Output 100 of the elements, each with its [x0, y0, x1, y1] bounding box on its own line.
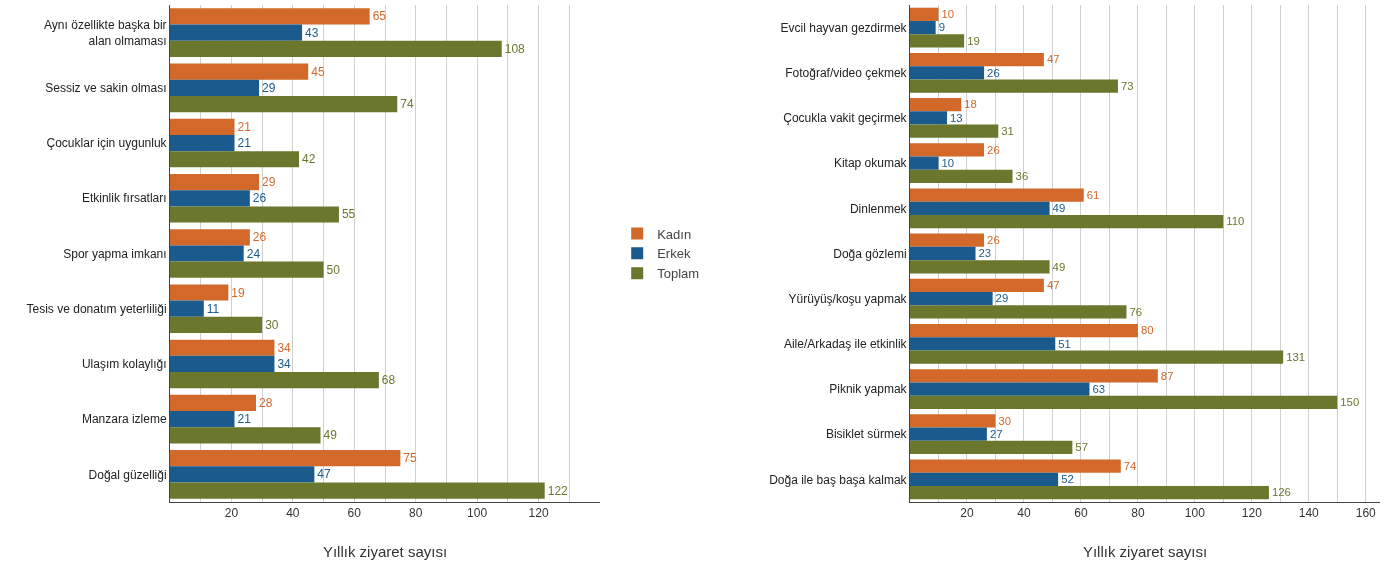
data-label: 55	[341, 207, 356, 222]
data-label: 49	[323, 428, 338, 443]
bar	[910, 201, 1050, 215]
y-tick-label: Manzara izleme	[81, 412, 167, 427]
bar	[910, 395, 1338, 409]
y-tick-label: Doğa gözlemi	[833, 246, 907, 261]
y-tick-label: Bisiklet sürmek	[825, 427, 908, 442]
data-label: 52	[1061, 473, 1074, 486]
bar	[910, 66, 985, 80]
bar	[170, 173, 260, 191]
y-tick-label: Fotoğraf/video çekmek	[785, 65, 908, 80]
bar	[910, 427, 987, 441]
bar	[910, 214, 1224, 229]
bar	[170, 8, 370, 25]
bar	[170, 134, 235, 152]
bar	[910, 486, 1269, 500]
data-label: 131	[1286, 350, 1306, 363]
data-label: 45	[311, 64, 325, 79]
bar	[910, 278, 1044, 293]
data-label: 49	[1052, 260, 1066, 273]
bar	[170, 261, 324, 278]
data-label: 29	[262, 175, 276, 190]
bar	[910, 414, 996, 428]
data-label: 9	[938, 21, 945, 34]
data-label: 34	[277, 340, 292, 355]
y-tick-label: Piknik yapmak	[829, 382, 908, 397]
bar	[170, 118, 235, 135]
data-label: 49	[1052, 202, 1066, 215]
x-tick-label: 60	[347, 506, 362, 521]
data-label: 122	[547, 483, 569, 498]
data-label: 75	[403, 451, 418, 466]
bar	[170, 63, 309, 80]
data-label: 73	[1120, 79, 1134, 92]
bar	[910, 382, 1090, 396]
data-label: 74	[1123, 459, 1137, 472]
bar	[170, 190, 250, 207]
bar	[910, 156, 939, 170]
bar	[170, 79, 260, 96]
data-label: 21	[237, 119, 252, 134]
bar	[910, 337, 1056, 351]
bar	[170, 206, 339, 223]
bar	[170, 372, 379, 389]
bar	[910, 79, 1118, 93]
data-label: 47	[1046, 53, 1060, 66]
data-label: 19	[967, 34, 980, 47]
data-label: 19	[231, 285, 246, 300]
bar	[170, 355, 275, 373]
data-label: 30	[998, 414, 1012, 427]
y-tick-label: Evcil hayvan gezdirmek	[780, 20, 908, 35]
bar	[910, 459, 1121, 473]
y-tick-label: Etkinlik fırsatları	[81, 191, 167, 206]
bar	[910, 305, 1127, 319]
data-label: 29	[262, 80, 276, 95]
x-tick-label: 40	[1017, 506, 1031, 521]
data-label: 21	[237, 136, 252, 151]
bar	[170, 284, 229, 301]
data-label: 23	[978, 247, 992, 260]
bar	[910, 188, 1084, 202]
data-label: 26	[252, 191, 267, 206]
data-label: 26	[987, 66, 1000, 79]
data-label: 18	[964, 98, 977, 111]
bar	[170, 229, 250, 246]
bar	[170, 482, 545, 499]
bar	[910, 233, 985, 247]
bar	[170, 40, 502, 57]
data-label: 80	[1140, 324, 1154, 337]
data-label: 61	[1086, 188, 1100, 201]
legend-label: Toplam	[657, 266, 700, 282]
y-tick-label: Dinlenmek	[849, 201, 908, 216]
x-tick-label: 120	[1241, 506, 1263, 521]
bar	[170, 300, 204, 317]
bar	[170, 450, 401, 467]
y-tick-label: Çocukla vakit geçirmek	[783, 111, 908, 126]
y-tick-label: Kitap okumak	[833, 156, 908, 171]
data-label: 57	[1075, 441, 1089, 454]
bar	[910, 34, 965, 48]
bar	[910, 124, 999, 138]
bar	[170, 466, 315, 483]
bar	[910, 350, 1284, 364]
x-tick-label: 140	[1298, 506, 1320, 521]
x-tick-label: 80	[1131, 506, 1145, 521]
data-label: 76	[1129, 305, 1143, 318]
bar	[910, 292, 993, 306]
bar	[910, 323, 1138, 338]
x-tick-label: 40	[286, 506, 300, 521]
bar	[910, 98, 962, 112]
data-label: 50	[326, 262, 341, 277]
data-label: 21	[237, 412, 252, 427]
x-tick-label: 160	[1355, 506, 1377, 521]
data-label: 13	[950, 111, 963, 124]
data-label: 65	[372, 9, 387, 24]
data-label: 31	[1001, 124, 1014, 137]
data-label: 11	[206, 301, 220, 316]
bar	[170, 245, 244, 262]
bar	[910, 20, 936, 35]
data-label: 68	[381, 373, 396, 388]
data-label: 74	[400, 97, 414, 112]
y-tick-label: Spor yapma imkanı	[63, 246, 167, 261]
bar	[910, 440, 1073, 455]
bar	[910, 7, 939, 21]
